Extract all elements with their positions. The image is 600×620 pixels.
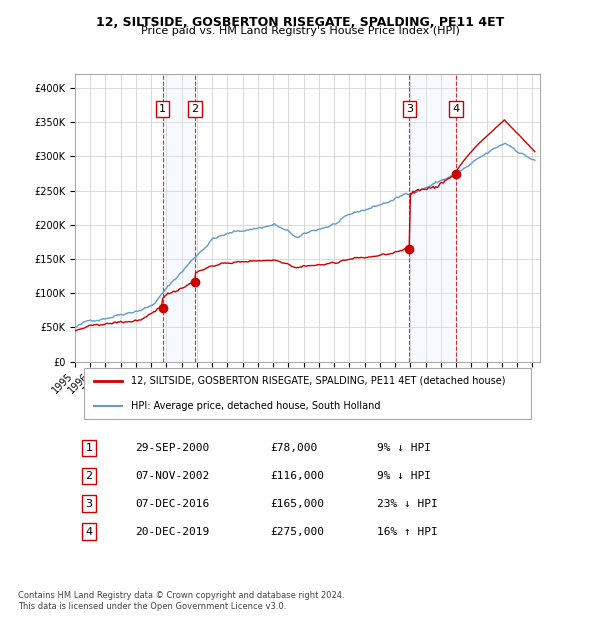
Text: HPI: Average price, detached house, South Holland: HPI: Average price, detached house, Sout… [131, 401, 380, 411]
Text: 29-SEP-2000: 29-SEP-2000 [136, 443, 210, 453]
Text: Contains HM Land Registry data © Crown copyright and database right 2024.
This d: Contains HM Land Registry data © Crown c… [18, 591, 344, 611]
Text: 07-NOV-2002: 07-NOV-2002 [136, 471, 210, 481]
Text: 3: 3 [85, 498, 92, 509]
Text: 9% ↓ HPI: 9% ↓ HPI [377, 443, 431, 453]
Text: Price paid vs. HM Land Registry's House Price Index (HPI): Price paid vs. HM Land Registry's House … [140, 26, 460, 36]
Bar [409, 74, 455, 361]
Text: £165,000: £165,000 [270, 498, 324, 509]
Text: 2: 2 [191, 104, 198, 114]
Text: 3: 3 [406, 104, 413, 114]
Text: £275,000: £275,000 [270, 526, 324, 536]
Text: £78,000: £78,000 [270, 443, 317, 453]
Text: 9% ↓ HPI: 9% ↓ HPI [377, 471, 431, 481]
Text: 1: 1 [159, 104, 166, 114]
Text: 12, SILTSIDE, GOSBERTON RISEGATE, SPALDING, PE11 4ET (detached house): 12, SILTSIDE, GOSBERTON RISEGATE, SPALDI… [131, 376, 505, 386]
FancyBboxPatch shape [84, 368, 531, 419]
Bar [163, 74, 194, 361]
Text: 4: 4 [452, 104, 459, 114]
Text: 07-DEC-2016: 07-DEC-2016 [136, 498, 210, 509]
Text: 12, SILTSIDE, GOSBERTON RISEGATE, SPALDING, PE11 4ET: 12, SILTSIDE, GOSBERTON RISEGATE, SPALDI… [96, 16, 504, 29]
Text: 20-DEC-2019: 20-DEC-2019 [136, 526, 210, 536]
Text: 23% ↓ HPI: 23% ↓ HPI [377, 498, 438, 509]
Text: 2: 2 [85, 471, 92, 481]
Text: 4: 4 [85, 526, 92, 536]
Text: 16% ↑ HPI: 16% ↑ HPI [377, 526, 438, 536]
Text: 1: 1 [85, 443, 92, 453]
Text: £116,000: £116,000 [270, 471, 324, 481]
